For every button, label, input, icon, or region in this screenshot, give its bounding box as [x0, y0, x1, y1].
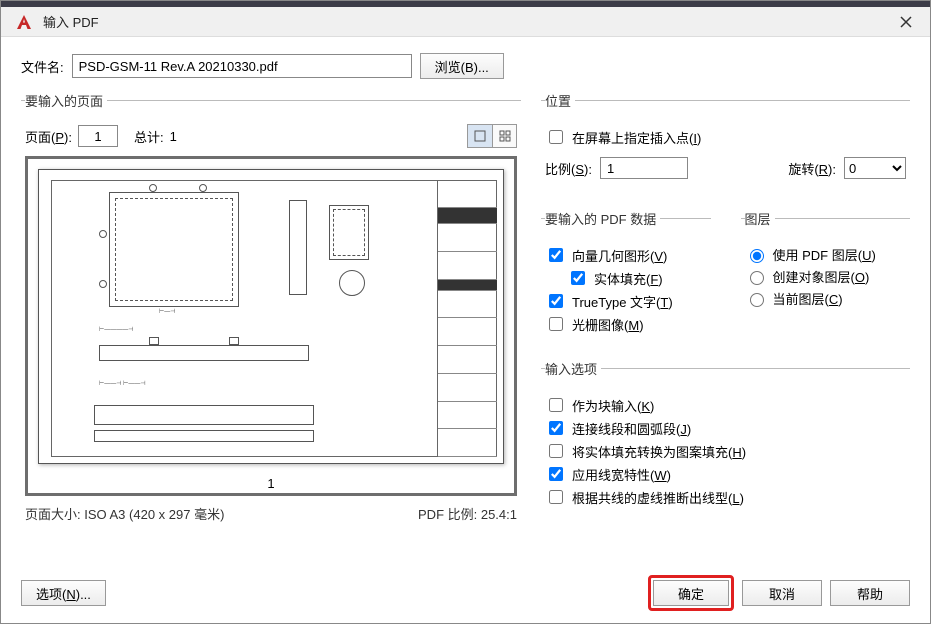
- view-grid-icon[interactable]: [492, 125, 516, 147]
- total-value: 1: [170, 129, 177, 144]
- position-fieldset: 位置 在屏幕上指定插入点(I) 比例(S): 旋转(R): 0: [541, 91, 910, 191]
- join-segments-label: 连接线段和圆弧段(J): [572, 419, 691, 438]
- preview-canvas: ⊢—⊣: [28, 159, 514, 474]
- import-options-fieldset: 输入选项 作为块输入(K) 连接线段和圆弧段(J) 将实体填充转换为图案填充(H…: [541, 359, 910, 514]
- help-button[interactable]: 帮助: [830, 580, 910, 606]
- join-segments-checkbox[interactable]: [549, 421, 563, 435]
- position-legend: 位置: [545, 91, 575, 110]
- apply-lineweight-label: 应用线宽特性(W): [572, 465, 671, 484]
- browse-button[interactable]: 浏览(B)...: [420, 53, 504, 79]
- main-columns: 要输入的页面 页面(P): 总计: 1: [21, 91, 910, 565]
- filename-input[interactable]: [72, 54, 412, 78]
- create-object-layers-label: 创建对象图层(O): [773, 267, 870, 286]
- solid-fill-checkbox[interactable]: [571, 271, 585, 285]
- solid-to-hatch-label: 将实体填充转换为图案填充(H): [572, 442, 746, 461]
- close-button[interactable]: [886, 8, 926, 36]
- current-layer-radio[interactable]: [750, 293, 764, 307]
- vector-checkbox[interactable]: [549, 248, 563, 262]
- pdf-data-fieldset: 要输入的 PDF 数据 向量几何图形(V) 实体填充(F) TrueType 文…: [541, 209, 711, 341]
- specify-onscreen-label: 在屏幕上指定插入点(I): [572, 128, 701, 147]
- specify-onscreen-checkbox[interactable]: [549, 130, 563, 144]
- autocad-logo-icon: [13, 11, 35, 33]
- infer-linetype-checkbox[interactable]: [549, 490, 563, 504]
- page-size-label: 页面大小: ISO A3 (420 x 297 毫米): [25, 504, 224, 523]
- page-number: 1: [28, 474, 514, 493]
- scale-label: 比例(S):: [545, 159, 592, 178]
- pages-legend: 要输入的页面: [25, 91, 107, 110]
- truetype-checkbox[interactable]: [549, 294, 563, 308]
- solid-fill-label: 实体填充(F): [594, 269, 663, 288]
- vector-label: 向量几何图形(V): [572, 246, 667, 265]
- as-block-checkbox[interactable]: [549, 398, 563, 412]
- cancel-button[interactable]: 取消: [742, 580, 822, 606]
- as-block-label: 作为块输入(K): [572, 396, 654, 415]
- pdf-import-dialog: 输入 PDF 文件名: 浏览(B)... 要输入的页面 页面(P): 总计: 1: [0, 0, 931, 624]
- options-button[interactable]: 选项(N)...: [21, 580, 106, 606]
- raster-checkbox[interactable]: [549, 317, 563, 331]
- apply-lineweight-checkbox[interactable]: [549, 467, 563, 481]
- dialog-body: 文件名: 浏览(B)... 要输入的页面 页面(P): 总计: 1: [1, 37, 930, 623]
- pdf-data-legend: 要输入的 PDF 数据: [545, 209, 660, 228]
- view-single-icon[interactable]: [468, 125, 492, 147]
- use-pdf-layers-radio[interactable]: [750, 249, 764, 263]
- title-bar: 输入 PDF: [1, 7, 930, 37]
- use-pdf-layers-label: 使用 PDF 图层(U): [773, 245, 876, 264]
- solid-to-hatch-checkbox[interactable]: [549, 444, 563, 458]
- page-preview: ⊢—⊣: [25, 156, 517, 496]
- current-layer-label: 当前图层(C): [773, 289, 843, 308]
- ok-button[interactable]: 确定: [653, 580, 729, 606]
- page-label: 页面(P):: [25, 127, 72, 146]
- rotation-label: 旋转(R):: [788, 159, 836, 178]
- file-row: 文件名: 浏览(B)...: [21, 53, 910, 79]
- rotation-select[interactable]: 0: [844, 157, 906, 179]
- layers-legend: 图层: [745, 209, 775, 228]
- infer-linetype-label: 根据共线的虚线推断出线型(L): [572, 488, 744, 507]
- truetype-label: TrueType 文字(T): [572, 292, 673, 311]
- pdf-scale-label: PDF 比例: 25.4:1: [418, 504, 517, 523]
- page-input[interactable]: [78, 125, 118, 147]
- scale-input[interactable]: [600, 157, 688, 179]
- raster-label: 光栅图像(M): [572, 315, 644, 334]
- layers-fieldset: 图层 使用 PDF 图层(U) 创建对象图层(O) 当前图层(C): [741, 209, 911, 315]
- view-toggle: [467, 124, 517, 148]
- total-label: 总计:: [134, 127, 164, 146]
- import-options-legend: 输入选项: [545, 359, 601, 378]
- pages-fieldset: 要输入的页面 页面(P): 总计: 1: [21, 91, 521, 527]
- footer: 选项(N)... 确定 取消 帮助: [21, 565, 910, 611]
- ok-highlight: 确定: [648, 575, 734, 611]
- create-object-layers-radio[interactable]: [750, 271, 764, 285]
- window-title: 输入 PDF: [43, 12, 886, 31]
- filename-label: 文件名:: [21, 57, 64, 76]
